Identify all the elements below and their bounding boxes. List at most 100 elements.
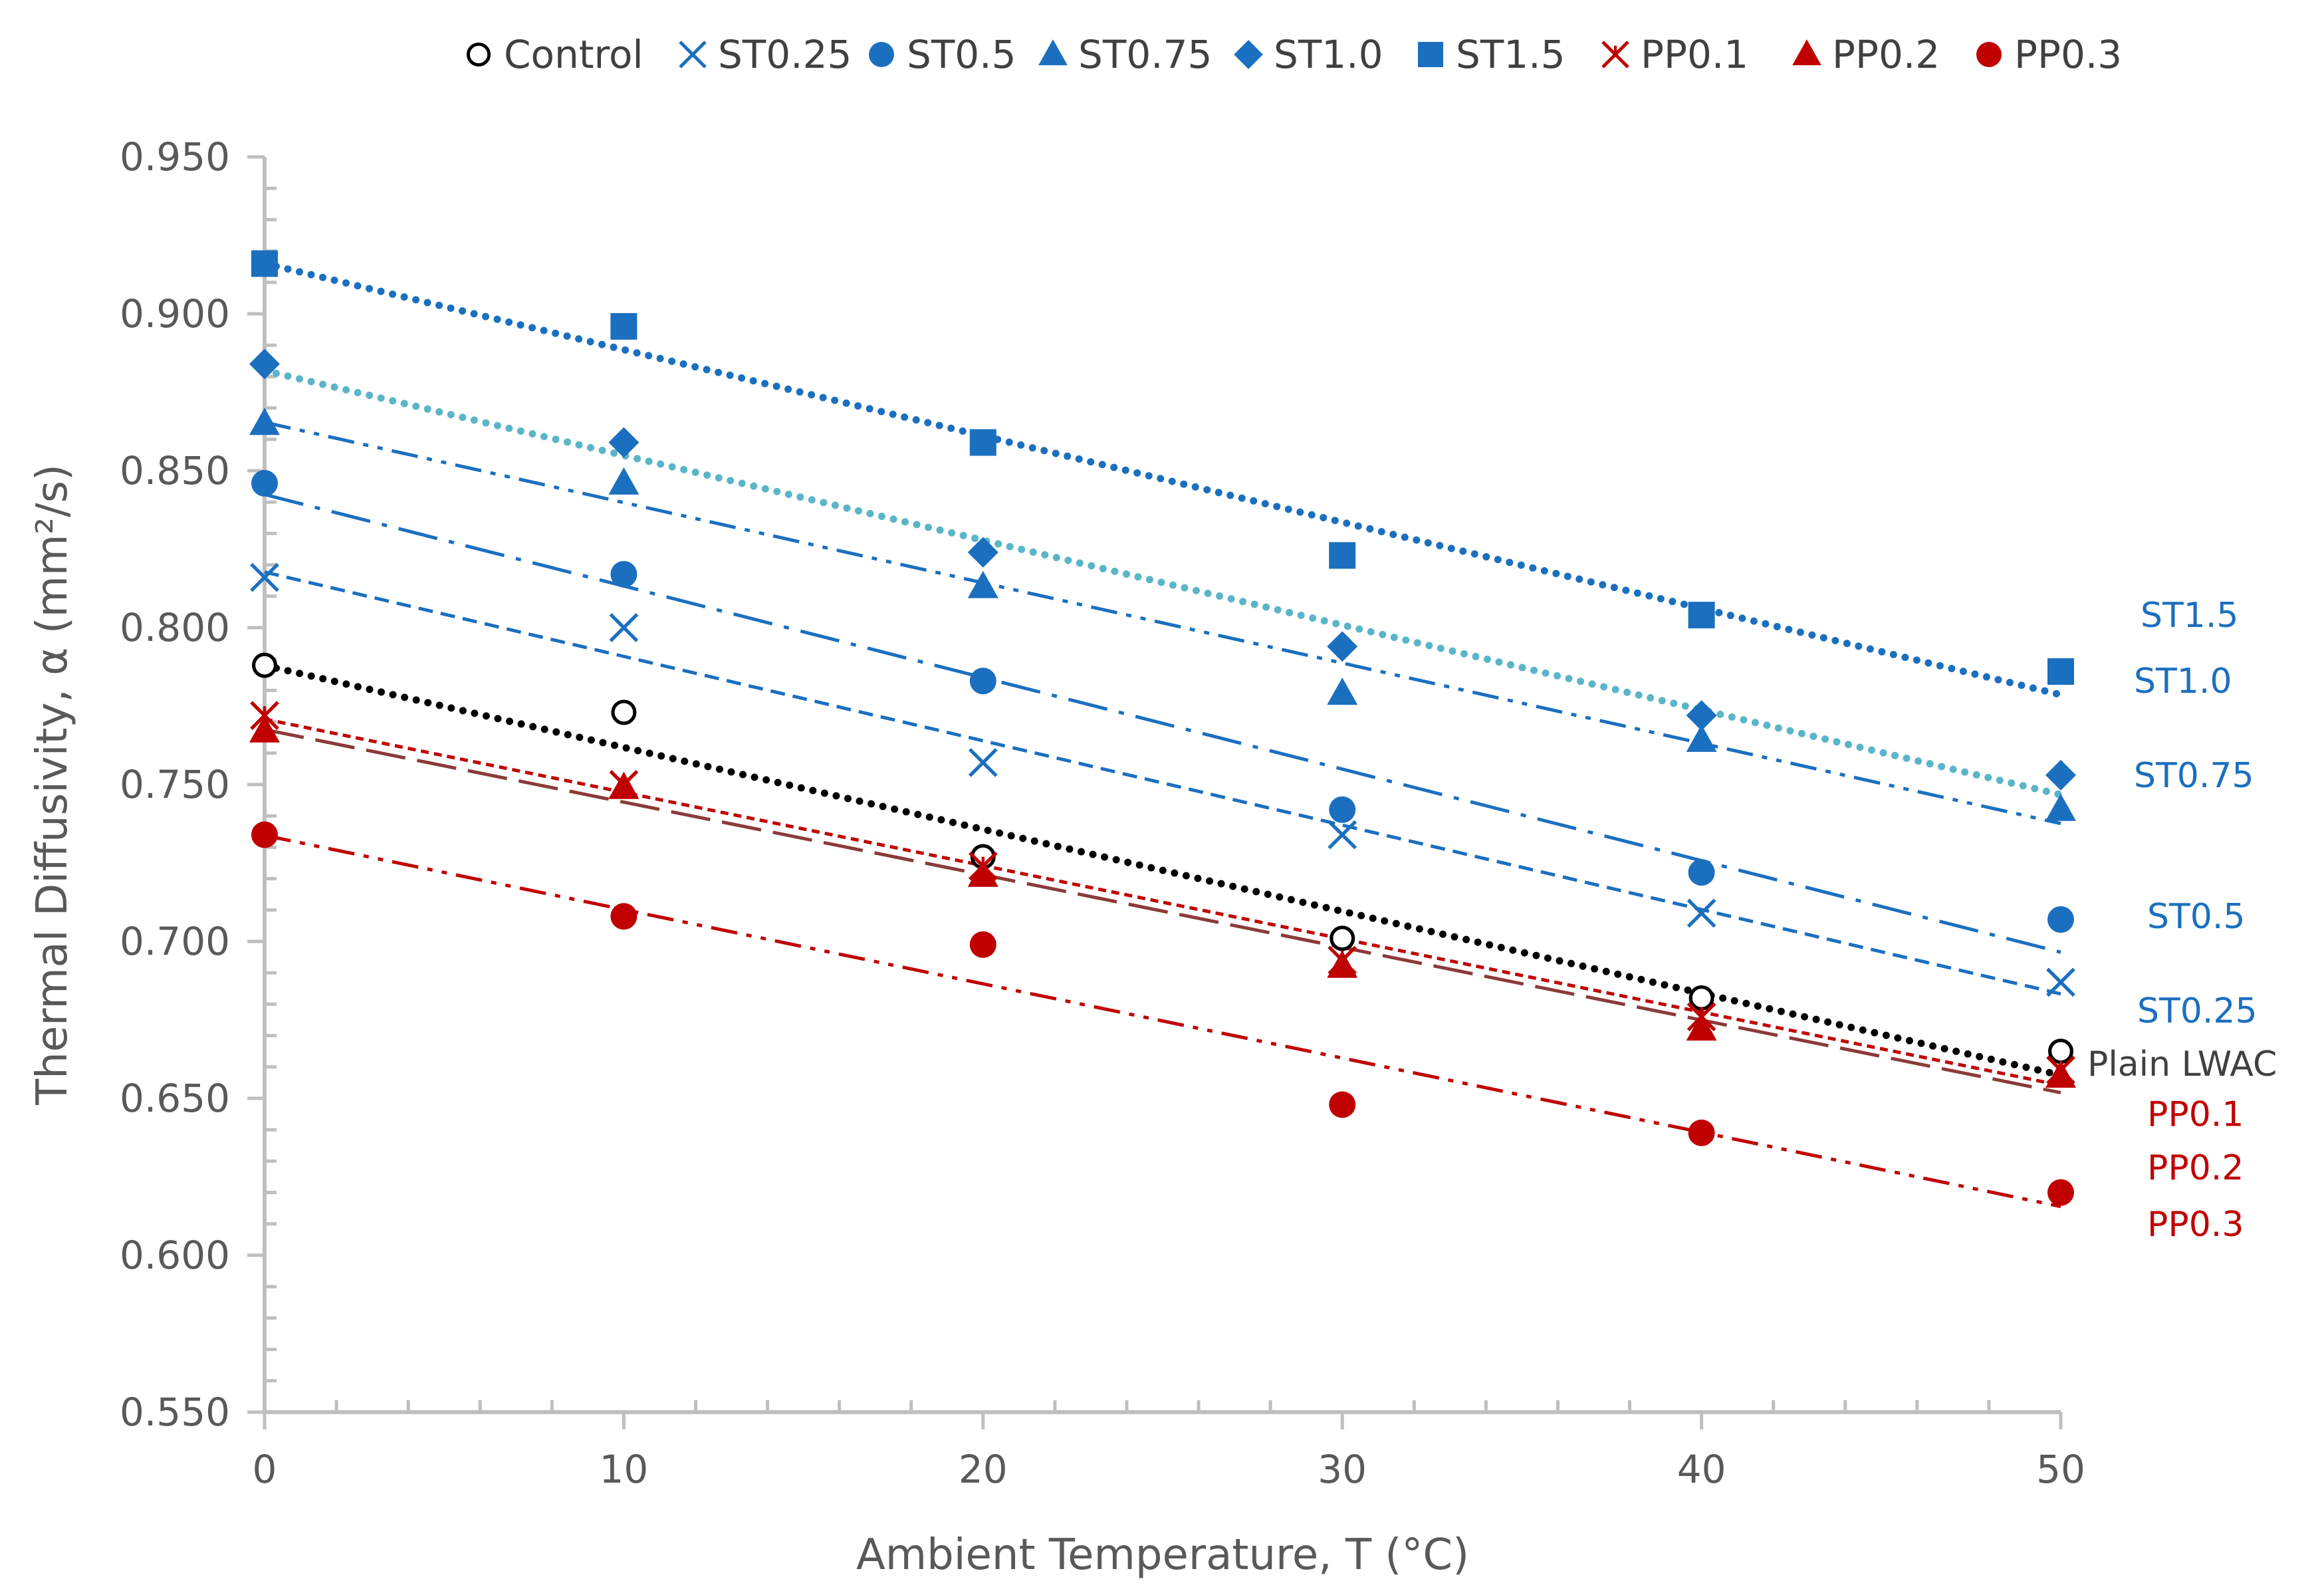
point-st1-5 <box>2047 658 2074 685</box>
legend-marker-pp0-1 <box>1601 41 1629 68</box>
legend-marker-st0-75 <box>1038 39 1068 66</box>
y-tick-label: 0.650 <box>120 1076 230 1121</box>
point-st0-75 <box>249 408 280 435</box>
point-st1-0 <box>2045 759 2076 791</box>
legend-marker-st0-5 <box>869 42 894 67</box>
legend-label: ST0.25 <box>718 32 852 77</box>
x-tick-label: 40 <box>1677 1447 1726 1492</box>
point-st0-25 <box>1328 820 1357 850</box>
trendline-pp0-3 <box>264 833 2061 1209</box>
trendline-st0-25 <box>264 570 2061 996</box>
point-pp0-2 <box>1327 950 1358 978</box>
point-st0-5 <box>1329 796 1356 823</box>
point-st0-5 <box>251 469 278 497</box>
point-st1-0 <box>249 348 280 380</box>
point-pp0-2 <box>2045 1060 2076 1088</box>
y-tick-label: 0.800 <box>120 605 230 650</box>
end-label-st1-5: ST1.5 <box>2141 596 2238 636</box>
point-pp0-3 <box>610 903 638 930</box>
point-pp0-2 <box>249 715 280 743</box>
point-st1-5 <box>1329 542 1356 569</box>
point-st0-5 <box>1688 859 1715 886</box>
end-label-pp0-2: PP0.2 <box>2147 1148 2244 1188</box>
point-st1-5 <box>610 312 638 340</box>
trendline-pp0-1 <box>264 717 2061 1087</box>
y-tick-label: 0.850 <box>120 448 230 493</box>
point-st1-5 <box>251 250 278 277</box>
data-points <box>249 250 2076 1206</box>
end-label-st0-5: ST0.5 <box>2147 897 2245 937</box>
point-control <box>1688 985 1714 1011</box>
point-st0-75 <box>608 467 639 495</box>
x-tick-label: 30 <box>1318 1447 1367 1492</box>
point-st0-5 <box>969 668 996 695</box>
x-tick-label: 10 <box>599 1447 648 1492</box>
point-st0-25 <box>609 613 639 642</box>
point-control <box>611 699 637 725</box>
point-pp0-3 <box>251 821 278 848</box>
trendline-st0-5 <box>264 493 2061 954</box>
end-label-control: Plain LWAC <box>2087 1044 2277 1084</box>
point-st1-0 <box>608 427 639 458</box>
y-tick-label: 0.600 <box>120 1233 230 1278</box>
point-st0-25 <box>968 748 998 777</box>
point-st0-75 <box>1327 677 1358 705</box>
point-st0-25 <box>250 562 279 592</box>
point-st0-75 <box>2045 793 2076 821</box>
legend-label: PP0.1 <box>1641 32 1748 77</box>
x-tick-label: 20 <box>959 1447 1008 1492</box>
y-tick-label: 0.950 <box>120 134 230 180</box>
y-tick-label: 0.900 <box>120 291 230 336</box>
trendline-st0-75 <box>264 420 2061 826</box>
point-st0-75 <box>967 570 998 598</box>
legend-label: ST0.75 <box>1078 32 1212 77</box>
legend-marker-pp0-3 <box>1976 42 2002 67</box>
x-tick-label: 0 <box>253 1447 277 1492</box>
legend-label: Control <box>504 32 643 77</box>
x-tick-label: 50 <box>2036 1447 2085 1492</box>
point-st0-5 <box>610 560 638 588</box>
point-control <box>252 652 278 678</box>
point-pp0-3 <box>969 931 996 958</box>
axes: 0.550 0.600 0.650 0.700 0.750 0.800 0.850 0.900… <box>120 134 2085 1492</box>
y-tick-label: 0.750 <box>120 762 230 807</box>
point-pp0-2 <box>608 771 639 799</box>
point-control <box>2048 1039 2074 1064</box>
end-label-st1-0: ST1.0 <box>2134 662 2232 701</box>
y-axis-title: Thermal Diffusivity, α (mm²/s) <box>28 464 77 1106</box>
point-st1-5 <box>1688 602 1715 629</box>
y-tick-label: 0.700 <box>120 919 230 964</box>
trendline-pp0-2 <box>264 727 2061 1094</box>
trendline-st1-5 <box>261 259 2065 699</box>
legend-label: ST1.5 <box>1456 32 1565 77</box>
point-st1-5 <box>969 429 996 456</box>
point-pp0-2 <box>1686 1013 1717 1041</box>
end-label-st0-25: ST0.25 <box>2137 991 2258 1031</box>
end-label-st0-75: ST0.75 <box>2134 756 2254 796</box>
point-pp0-2 <box>967 859 998 887</box>
legend-label: PP0.3 <box>2014 32 2122 77</box>
legend: Control ST0.25 ST0.5 ST0.75 ST1.0 ST1.5 PP0.1 P… <box>466 32 2122 77</box>
series-end-labels: Plain LWAC ST0.25 ST0.5 ST0.75 ST1.0 ST1.5 PP0… <box>2087 596 2277 1245</box>
point-st0-25 <box>2046 967 2075 997</box>
point-st1-0 <box>1327 631 1358 662</box>
y-tick-label: 0.550 <box>120 1390 230 1435</box>
legend-marker-pp0-2 <box>1792 39 1821 66</box>
x-axis-title: Ambient Temperature, T (°C) <box>856 1531 1469 1580</box>
point-pp0-3 <box>2047 1179 2074 1206</box>
legend-label: ST0.5 <box>907 32 1016 77</box>
end-label-pp0-3: PP0.3 <box>2147 1205 2244 1245</box>
legend-label: PP0.2 <box>1832 32 1940 77</box>
end-label-pp0-1: PP0.1 <box>2147 1095 2244 1135</box>
trendlines <box>261 259 2065 1209</box>
point-st0-5 <box>2047 906 2074 933</box>
point-st0-75 <box>1686 724 1717 752</box>
point-pp0-3 <box>1688 1119 1715 1146</box>
point-pp0-3 <box>1329 1091 1356 1118</box>
point-control <box>1330 925 1355 951</box>
legend-marker-st0-25 <box>679 41 707 68</box>
trendline-control <box>261 662 2065 1079</box>
legend-label: ST1.0 <box>1274 32 1383 77</box>
point-st0-25 <box>1686 898 1716 928</box>
